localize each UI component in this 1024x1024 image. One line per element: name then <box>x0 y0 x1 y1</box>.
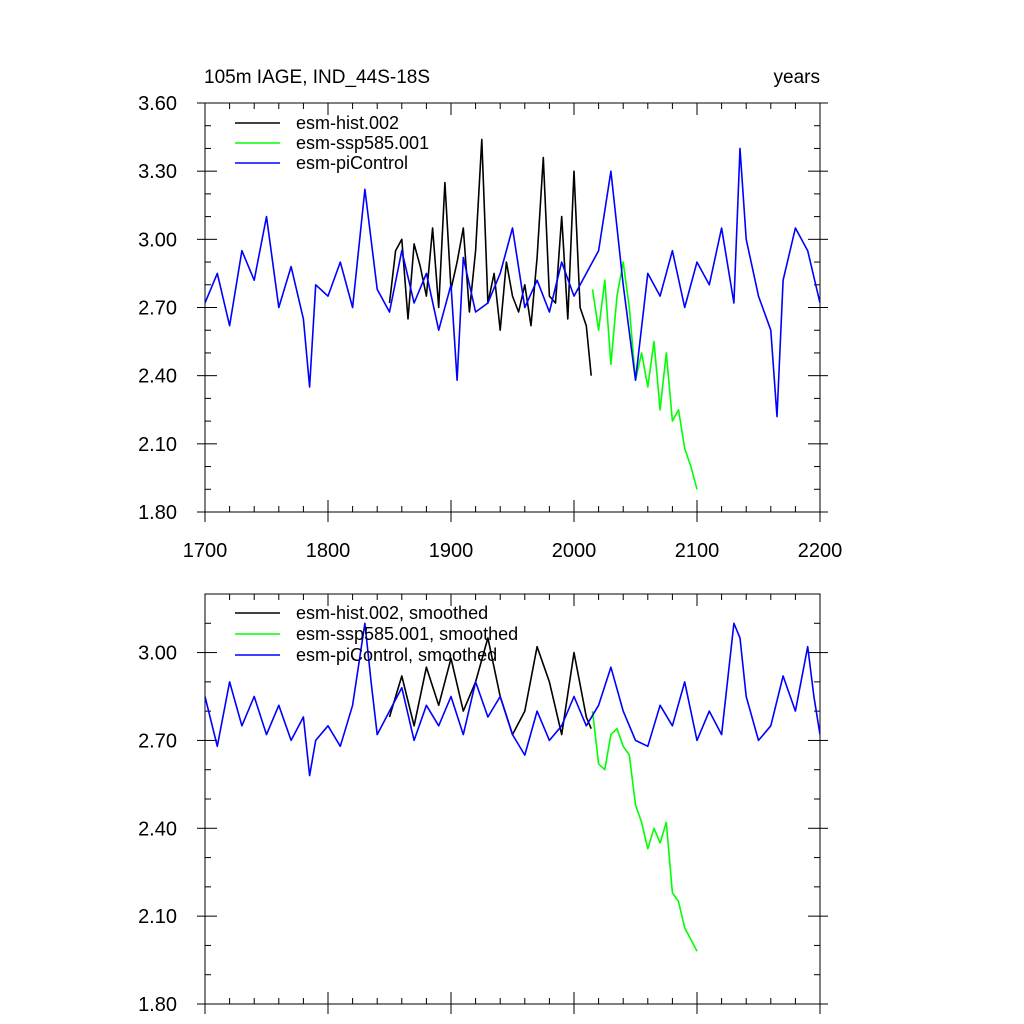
x-tick-label: 1900 <box>429 540 474 562</box>
x-tick-label: 2000 <box>552 540 597 562</box>
units-label: years <box>774 67 820 88</box>
series-line <box>591 261 698 490</box>
y-tick-label: 2.40 <box>138 366 177 388</box>
series-line <box>205 622 820 777</box>
y-tick-label: 2.10 <box>138 906 177 928</box>
legend-label: esm-ssp585.001, smoothed <box>296 624 518 644</box>
x-tick-label: 1700 <box>183 540 228 562</box>
bottom-panel: 1.80 2.10 2.40 2.70 3.00 esm-hist.002, smooth… <box>138 593 828 1016</box>
series-line <box>388 138 592 376</box>
y-tick-label: 2.70 <box>138 298 177 320</box>
x-tick-label: 2100 <box>675 540 720 562</box>
x-tick-label: 2200 <box>798 540 843 562</box>
series-line <box>591 711 698 952</box>
y-tick-label: 3.00 <box>138 229 177 251</box>
y-tick-label: 1.80 <box>138 502 177 524</box>
y-tick-label: 3.00 <box>138 643 177 665</box>
legend-label: esm-ssp585.001 <box>296 133 429 153</box>
series-line <box>205 147 820 418</box>
y-tick-label: 2.10 <box>138 434 177 456</box>
y-tick-label: 2.40 <box>138 818 177 840</box>
chart-title: 105m IAGE, IND_44S-18S <box>204 67 430 88</box>
x-tick-label: 1800 <box>306 540 351 562</box>
legend-label: esm-piControl <box>296 153 408 173</box>
y-tick-label: 2.70 <box>138 730 177 752</box>
y-tick-label: 3.30 <box>138 161 177 183</box>
top-panel: 1700 1800 1900 2000 2100 2200 1.80 2.10 2.40 2.70… <box>138 67 842 562</box>
legend-label: esm-hist.002 <box>296 113 399 133</box>
y-tick-label: 1.80 <box>138 994 177 1016</box>
legend-label: esm-piControl, smoothed <box>296 645 497 665</box>
y-tick-label: 3.60 <box>138 93 177 115</box>
legend-label: esm-hist.002, smoothed <box>296 603 488 623</box>
